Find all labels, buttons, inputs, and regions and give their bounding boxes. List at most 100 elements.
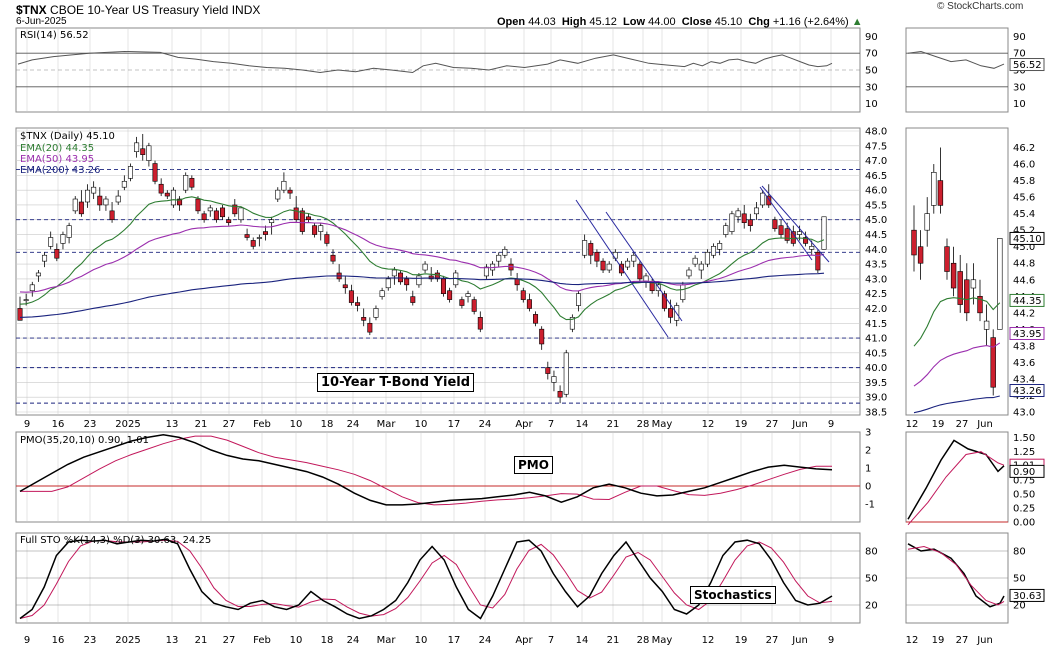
zoom-candle-body [931, 172, 937, 206]
candle-body [287, 189, 293, 194]
sto-k-line [19, 538, 833, 620]
trend-line [605, 211, 683, 322]
candle-body [398, 272, 404, 283]
x-tick-label-bottom: 9 [828, 635, 834, 646]
candle-body [680, 284, 686, 300]
candle-body [152, 163, 158, 182]
candle-body [373, 308, 379, 318]
price-tick-label: 42.0 [865, 304, 887, 315]
zoom-last-price-tag: 45.10 [1013, 234, 1042, 245]
candle-body [42, 254, 48, 262]
candle-body [299, 210, 305, 232]
candle-body [545, 367, 551, 374]
candle-body [127, 166, 133, 179]
price-tick-label: 46.0 [865, 186, 887, 197]
pmo-annotation: PMO [514, 456, 553, 474]
candle-body [305, 216, 311, 221]
pmo-tick-label: 3 [865, 428, 871, 439]
main-annotation: 10-Year T-Bond Yield [317, 373, 475, 392]
pmo-tick-label: 1 [865, 464, 871, 475]
zoom-candle-body [977, 295, 983, 314]
candle-body [23, 299, 29, 301]
candle-body [772, 219, 778, 229]
candle-body [330, 254, 336, 262]
zoom-rsi-tick-label: 30 [1013, 82, 1026, 93]
x-tick-label: 27 [766, 419, 779, 430]
candle-body [600, 260, 606, 271]
candle-body [60, 234, 66, 244]
candle-body [213, 210, 219, 221]
candle-body [342, 284, 348, 289]
zoom-price-tick-label: 44.2 [1013, 308, 1035, 319]
x-tick-label-bottom: 12 [702, 635, 715, 646]
candle-body [244, 234, 250, 238]
x-tick-label: 23 [84, 419, 97, 430]
x-tick-label-bottom: 13 [166, 635, 179, 646]
zoom-candle-body [983, 320, 990, 330]
candle-body [164, 192, 170, 197]
candle-body [741, 213, 747, 223]
candle-body [85, 189, 91, 203]
zoom-ema50-tag: 43.95 [1013, 329, 1042, 340]
candle-body [533, 314, 539, 324]
candle-body [48, 237, 54, 247]
rsi-tick-label: 90 [865, 32, 878, 43]
candle-body [97, 195, 103, 206]
candle-body [115, 195, 121, 203]
price-tick-label: 44.0 [865, 245, 887, 256]
candle-body [348, 290, 354, 303]
candle-body [318, 225, 324, 232]
price-legend: $TNX (Daily) 45.10 [20, 131, 115, 142]
x-tick-label: 18 [321, 419, 334, 430]
x-tick-label: 7 [548, 419, 554, 430]
zoom-candle-body [964, 279, 970, 314]
candle-body [428, 275, 434, 280]
candle-body [496, 254, 502, 262]
symbol-name: CBOE 10-Year US Treasury Yield [50, 3, 229, 17]
price-tick-label: 40.0 [865, 363, 887, 374]
zoom-candle-body [944, 246, 950, 272]
zoom-pmo-tick-label: 0.50 [1013, 489, 1035, 500]
candle-body [729, 213, 735, 232]
trend-line [759, 186, 813, 261]
candle-body [170, 189, 176, 206]
candle-body [78, 201, 84, 215]
x-tick-label-bottom: Mar [377, 635, 397, 646]
rsi-tick-label: 10 [865, 99, 878, 110]
exchange: INDX [231, 3, 261, 17]
candle-body [576, 293, 582, 306]
price-tick-label: 42.5 [865, 289, 887, 300]
candle-body [195, 198, 201, 212]
x-tick-label-bottom: 27 [223, 635, 236, 646]
candle-body [158, 183, 164, 194]
panel-price [15, 127, 861, 416]
zoom-sto-tag-box [1009, 588, 1045, 602]
zoom-x-tick-label: 27 [956, 419, 969, 430]
rsi-tick-label: 70 [865, 49, 878, 60]
zoom-price-tick-label: 45.4 [1013, 209, 1035, 220]
candle-body [447, 290, 453, 300]
pmo-line [19, 433, 833, 506]
x-tick-label: 19 [735, 419, 748, 430]
candle-body [631, 254, 637, 262]
candle-body [502, 249, 508, 256]
zoom-pmo-tick-label: 0.75 [1013, 475, 1035, 486]
candle-body [698, 263, 704, 271]
zoom-price-tick-label: 45.8 [1013, 176, 1035, 187]
zoom-candle-body [950, 262, 957, 289]
x-tick-label: Feb [253, 419, 271, 430]
zoom-price-tick-label: 46.2 [1013, 143, 1035, 154]
candle-body [250, 240, 256, 247]
price-tick-label: 45.5 [865, 200, 887, 211]
zoom-panel-pmo [905, 431, 1009, 523]
candle-body [183, 175, 189, 191]
ema20-legend: EMA(20) 44.35 [20, 143, 95, 154]
candle-body [207, 207, 213, 212]
price-tick-label: 39.0 [865, 393, 887, 404]
candle-body [747, 219, 753, 226]
candle-body [189, 178, 195, 188]
candle-body [72, 198, 78, 212]
candle-body [686, 269, 692, 277]
candle-body [29, 284, 35, 292]
